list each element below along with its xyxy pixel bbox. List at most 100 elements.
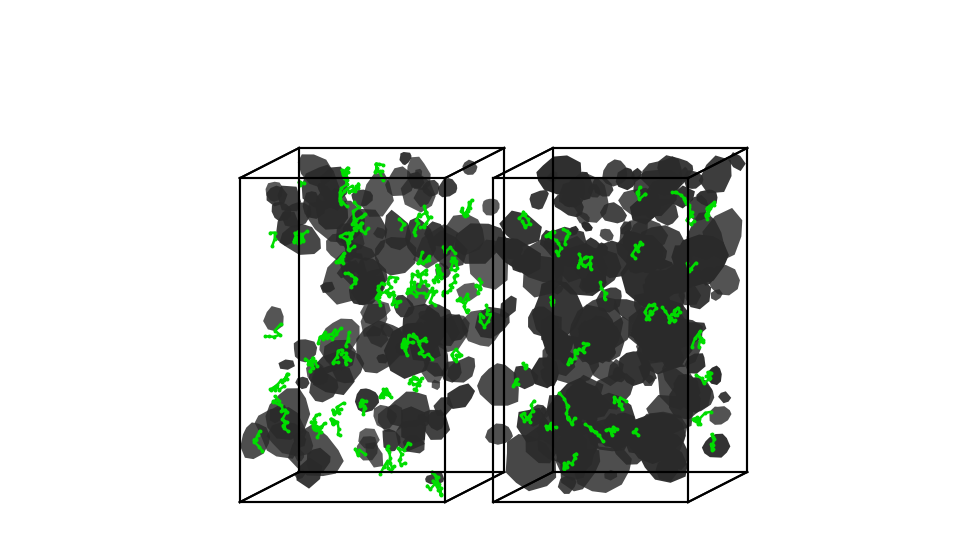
Point [257, 332, 273, 341]
Point [539, 421, 554, 430]
Polygon shape [685, 280, 711, 309]
Point [703, 369, 718, 377]
Point [398, 339, 414, 347]
Point [249, 435, 264, 443]
Polygon shape [373, 227, 387, 239]
Polygon shape [340, 225, 365, 251]
Point [444, 282, 460, 291]
Point [472, 285, 488, 293]
Point [307, 356, 323, 365]
Point [289, 233, 304, 242]
Polygon shape [622, 415, 658, 455]
Point [592, 278, 608, 287]
Point [378, 389, 394, 398]
Point [525, 407, 540, 415]
Polygon shape [432, 380, 440, 390]
Point [409, 375, 424, 383]
Polygon shape [625, 418, 674, 464]
Point [271, 400, 286, 409]
Polygon shape [351, 190, 372, 207]
Polygon shape [301, 165, 341, 210]
Point [430, 266, 445, 275]
Polygon shape [642, 279, 672, 315]
Point [311, 410, 326, 418]
Polygon shape [317, 183, 331, 197]
Point [408, 292, 423, 300]
Point [319, 332, 334, 341]
Point [691, 342, 707, 351]
Point [668, 188, 684, 197]
Polygon shape [602, 159, 627, 187]
Point [637, 190, 653, 199]
Point [448, 345, 464, 354]
Polygon shape [634, 292, 676, 332]
Point [705, 433, 720, 441]
Point [517, 363, 533, 372]
Polygon shape [554, 286, 564, 294]
Polygon shape [582, 276, 600, 294]
Point [353, 399, 369, 407]
Point [347, 213, 362, 222]
Polygon shape [503, 239, 523, 260]
Point [336, 353, 351, 361]
Polygon shape [296, 377, 309, 389]
Polygon shape [313, 365, 354, 395]
Polygon shape [650, 435, 669, 457]
Point [553, 244, 568, 253]
Point [584, 426, 599, 435]
Polygon shape [630, 194, 660, 225]
Point [644, 309, 660, 318]
Point [317, 419, 332, 428]
Point [375, 160, 391, 169]
Point [424, 354, 440, 363]
Polygon shape [685, 377, 714, 412]
Point [326, 407, 342, 416]
Point [352, 402, 368, 410]
Point [379, 444, 395, 453]
Point [337, 174, 352, 183]
Point [394, 461, 409, 470]
Polygon shape [645, 270, 671, 293]
Point [376, 387, 392, 395]
Point [403, 285, 419, 294]
Polygon shape [240, 422, 270, 459]
Polygon shape [553, 191, 584, 217]
Polygon shape [267, 186, 287, 206]
Polygon shape [653, 276, 670, 294]
Point [676, 194, 691, 202]
Point [559, 409, 574, 418]
Polygon shape [336, 224, 360, 246]
Point [276, 416, 292, 425]
Point [610, 425, 625, 434]
Polygon shape [567, 173, 609, 223]
Polygon shape [387, 392, 430, 428]
Point [370, 286, 385, 294]
Point [447, 258, 463, 266]
Point [641, 300, 657, 309]
Polygon shape [604, 413, 620, 430]
Polygon shape [543, 227, 589, 267]
Point [343, 231, 358, 239]
Point [374, 173, 390, 182]
Point [300, 227, 315, 235]
Point [416, 222, 431, 231]
Polygon shape [421, 362, 444, 383]
Point [691, 415, 707, 423]
Polygon shape [633, 325, 649, 347]
Point [698, 409, 713, 417]
Polygon shape [406, 282, 431, 307]
Point [326, 418, 342, 427]
Point [447, 248, 463, 257]
Point [406, 385, 421, 394]
Point [325, 358, 341, 367]
Polygon shape [326, 233, 356, 262]
Point [337, 171, 352, 180]
Polygon shape [561, 190, 578, 207]
Point [433, 489, 448, 498]
Point [630, 247, 645, 256]
Polygon shape [546, 395, 572, 424]
Point [335, 170, 350, 179]
Point [434, 269, 449, 278]
Point [522, 418, 538, 427]
Point [334, 257, 349, 266]
